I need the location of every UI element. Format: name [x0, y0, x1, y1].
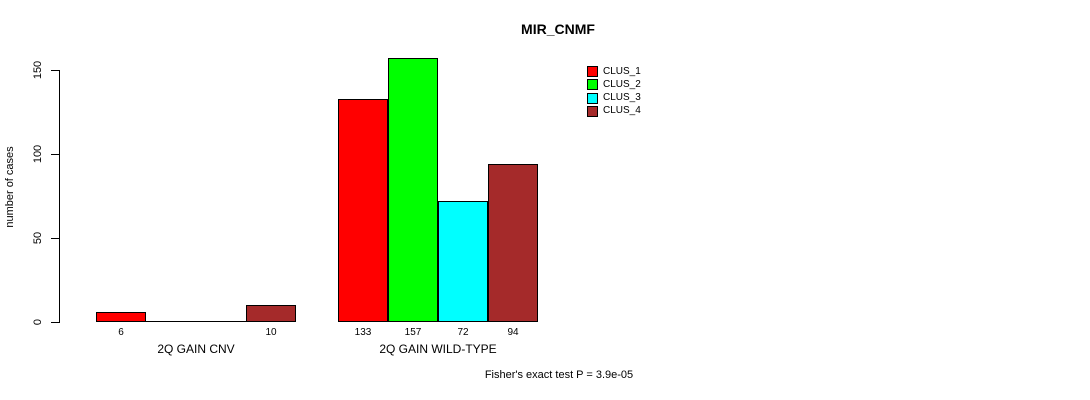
y-tick-mark — [51, 237, 59, 239]
y-tick-label: 0 — [32, 318, 44, 326]
legend-label-clus_1: CLUS_1 — [603, 65, 641, 77]
bar-value-label: 6 — [118, 327, 124, 338]
chart-title: MIR_CNMF — [521, 21, 595, 37]
y-axis-label: number of cases — [4, 146, 16, 228]
category-label-group1: 2Q GAIN CNV — [157, 342, 235, 356]
y-tick-label: 100 — [32, 144, 44, 164]
y-tick-label: 50 — [32, 231, 44, 245]
legend-swatch-clus_1 — [587, 66, 598, 77]
bar-value-label: 133 — [354, 327, 372, 338]
bar-clus_3-group1-zero — [196, 321, 246, 322]
bar-value-label: 10 — [265, 327, 277, 338]
bar-clus_1-group1 — [96, 312, 146, 322]
category-label-group2: 2Q GAIN WILD-TYPE — [379, 342, 497, 356]
legend-label-clus_4: CLUS_4 — [603, 105, 641, 117]
bar-clus_4-group2 — [488, 164, 538, 322]
bar-clus_2-group2 — [388, 58, 438, 322]
bar-value-label: 94 — [507, 327, 519, 338]
legend-swatch-clus_2 — [587, 79, 598, 91]
fisher-test-annotation: Fisher's exact test P = 3.9e-05 — [484, 369, 634, 381]
legend-swatch-clus_3 — [587, 92, 598, 104]
bar-clus_1-group2 — [338, 99, 388, 322]
y-tick-mark — [51, 153, 59, 155]
legend-label-clus_3: CLUS_3 — [603, 92, 641, 104]
bar-value-label: 157 — [404, 327, 422, 338]
y-tick-label: 150 — [32, 60, 44, 80]
y-axis-line — [59, 70, 60, 323]
bar-clus_3-group2 — [438, 201, 488, 322]
bar-value-label: 72 — [457, 327, 469, 338]
bar-clus_4-group1 — [246, 305, 296, 322]
bar-clus_2-group1-zero — [146, 321, 196, 322]
y-tick-mark — [51, 69, 59, 71]
legend-swatch-clus_4 — [587, 105, 598, 117]
y-tick-mark — [51, 321, 59, 323]
legend-label-clus_2: CLUS_2 — [603, 78, 641, 90]
